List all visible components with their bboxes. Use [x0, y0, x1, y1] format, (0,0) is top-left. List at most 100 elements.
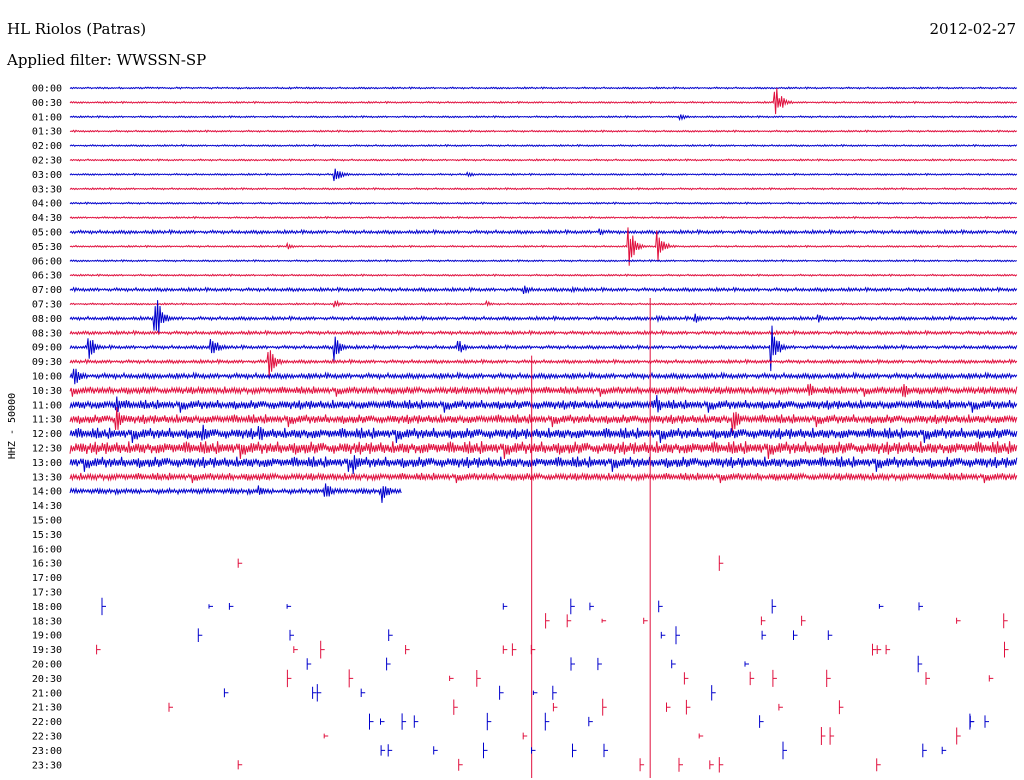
- glitch-mark: [570, 598, 575, 615]
- trace-row: [69, 483, 402, 503]
- glitch-mark: [709, 760, 714, 770]
- glitch-mark: [286, 669, 292, 688]
- trace-row: [69, 455, 1018, 475]
- glitch-mark: [969, 713, 974, 730]
- trace-row: [69, 300, 1018, 334]
- glitch-mark: [545, 613, 550, 629]
- glitch-mark: [602, 698, 607, 716]
- trace-row: [69, 299, 1018, 308]
- tick-label: 03:30: [32, 184, 62, 195]
- trace-row: [69, 187, 1018, 191]
- glitch-mark: [433, 746, 438, 755]
- glitch-mark: [386, 657, 391, 671]
- glitch-mark: [228, 603, 234, 610]
- glitch-mark: [760, 616, 766, 626]
- tick-label: 18:00: [32, 602, 62, 613]
- glitch-mark: [453, 699, 458, 715]
- glitch-mark: [380, 745, 386, 756]
- trace-row: [69, 215, 1018, 220]
- glitch-mark: [380, 718, 385, 725]
- glitch-mark: [483, 742, 488, 759]
- glitch-mark: [316, 684, 322, 702]
- tick-label: 23:00: [32, 746, 62, 757]
- tick-label: 16:30: [32, 559, 62, 570]
- glitch-mark: [237, 760, 243, 770]
- glitch-mark: [718, 555, 724, 571]
- tick-label: 13:30: [32, 472, 62, 483]
- glitch-mark: [320, 640, 325, 659]
- glitch-mark: [597, 657, 602, 671]
- glitch-mark: [360, 688, 366, 697]
- tick-label: 23:30: [32, 760, 62, 771]
- glitch-mark: [988, 675, 994, 682]
- trace-group: [69, 86, 1018, 778]
- tick-label: 19:30: [32, 645, 62, 656]
- trace-row: [69, 441, 1018, 460]
- glitch-mark: [759, 715, 764, 728]
- glitch-mark: [984, 715, 989, 728]
- trace-row: [69, 407, 1018, 434]
- glitch-mark: [572, 743, 577, 758]
- glitch-mark: [476, 670, 481, 687]
- glitch-mark: [96, 644, 101, 655]
- tick-label: 01:00: [32, 112, 62, 123]
- glitch-mark: [685, 699, 691, 715]
- tick-label: 20:00: [32, 660, 62, 671]
- glitch-mark: [197, 628, 203, 642]
- tick-label: 16:00: [32, 544, 62, 555]
- glitch-mark: [601, 618, 607, 623]
- glitch-mark: [522, 732, 528, 740]
- tick-label: 09:00: [32, 343, 62, 354]
- glitch-mark: [223, 688, 229, 698]
- glitch-mark: [413, 715, 419, 728]
- trace-row: [69, 143, 1018, 148]
- glitch-mark: [876, 758, 881, 772]
- glitch-mark: [782, 741, 787, 760]
- glitch-mark: [820, 727, 826, 745]
- glitch-mark: [1004, 641, 1009, 658]
- glitch-mark: [675, 626, 680, 645]
- glitch-mark: [286, 604, 292, 609]
- tick-label: 15:30: [32, 530, 62, 541]
- trace-row: [69, 329, 1018, 337]
- glitch-mark: [666, 702, 671, 712]
- tick-label: 11:00: [32, 400, 62, 411]
- glitch-mark: [570, 657, 575, 671]
- glitch-mark: [499, 685, 504, 700]
- glitch-mark: [941, 746, 947, 755]
- glitch-mark: [289, 629, 294, 641]
- tick-label: 15:00: [32, 516, 62, 527]
- trace-row: [69, 325, 1018, 372]
- date-label: 2012-02-27: [929, 20, 1016, 38]
- glitch-mark: [761, 630, 767, 640]
- glitch-mark: [401, 713, 407, 730]
- glitch-mark: [502, 603, 508, 610]
- glitch-mark: [711, 685, 716, 701]
- tick-label: 02:30: [32, 156, 62, 167]
- glitch-mark: [588, 716, 593, 727]
- trace-row: [69, 227, 1018, 266]
- glitch-mark: [449, 675, 454, 681]
- trace-row: [69, 273, 1018, 278]
- glitch-mark: [388, 629, 393, 641]
- glitch-mark: [1003, 613, 1008, 629]
- glitch-mark: [531, 747, 536, 754]
- glitch-mark: [956, 727, 961, 745]
- tick-label: 07:30: [32, 300, 62, 311]
- glitch-mark: [405, 645, 410, 655]
- glitch-mark: [237, 558, 243, 568]
- tick-label: 09:30: [32, 357, 62, 368]
- glitch-mark: [885, 644, 891, 655]
- tick-label: 06:00: [32, 256, 62, 267]
- time-tick-labels: 00:00 00:30 01:00 01:30 02:00 02:30 03:00 03:30…: [32, 84, 62, 772]
- trace-row: [69, 285, 1018, 295]
- trace-row: [69, 168, 1018, 182]
- tick-label: 10:00: [32, 372, 62, 383]
- tick-label: 20:30: [32, 674, 62, 685]
- glitch-mark: [878, 604, 884, 609]
- glitch-mark: [917, 655, 923, 673]
- glitch-mark: [208, 604, 213, 609]
- tick-label: 06:30: [32, 271, 62, 282]
- tick-label: 21:00: [32, 688, 62, 699]
